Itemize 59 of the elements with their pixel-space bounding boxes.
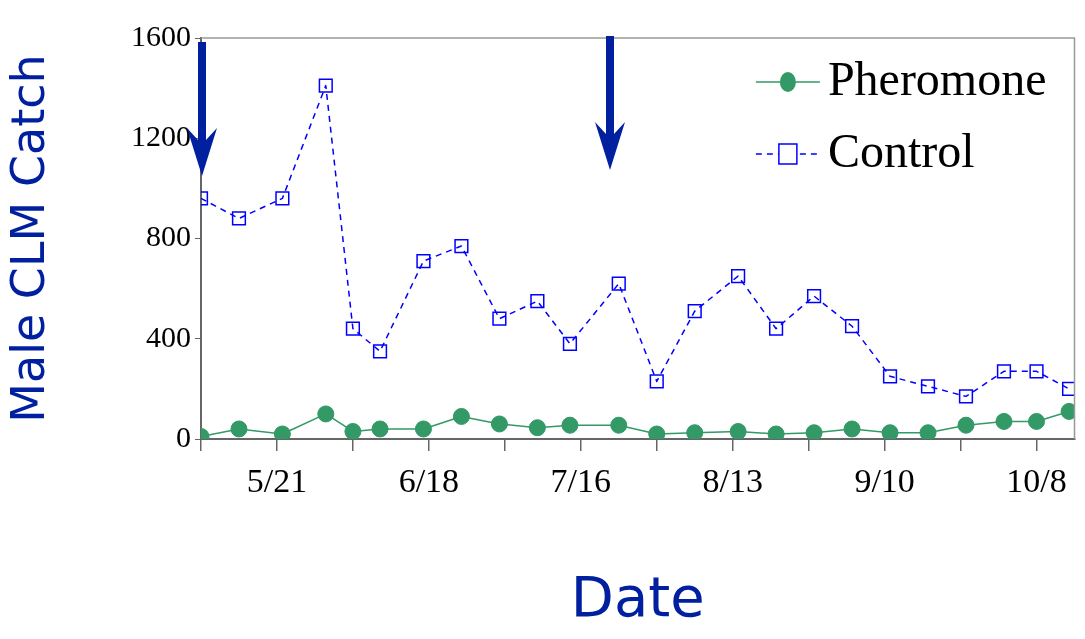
point <box>275 191 290 206</box>
y-tick-label: 1600 <box>131 18 191 52</box>
point <box>528 419 546 437</box>
y-tick-label: 400 <box>146 319 191 353</box>
point <box>611 276 626 291</box>
point <box>318 78 333 93</box>
x-tick-label: 6/18 <box>398 462 460 500</box>
y-tick-label: 1200 <box>131 119 191 153</box>
point <box>530 294 545 309</box>
point <box>881 424 899 439</box>
point <box>562 336 578 351</box>
point <box>231 211 247 226</box>
legend-label: Pheromone <box>827 51 1047 105</box>
point <box>345 321 361 336</box>
x-axis-title: Date <box>570 563 705 629</box>
point <box>648 425 666 439</box>
y-axis-title: Male CLM Catch <box>0 54 55 423</box>
point <box>731 268 746 284</box>
point <box>454 238 469 254</box>
point <box>230 420 248 438</box>
point <box>317 405 335 423</box>
point <box>806 289 822 304</box>
y-tick-label: 800 <box>146 219 191 253</box>
point <box>371 420 389 438</box>
point <box>492 311 507 326</box>
x-tick-label: 7/16 <box>550 462 612 500</box>
point <box>610 416 628 434</box>
legend-label: Control <box>827 123 975 177</box>
x-tick-label: 10/8 <box>1006 462 1067 500</box>
point <box>920 379 936 394</box>
point <box>996 364 1012 379</box>
point <box>958 389 974 404</box>
point <box>919 424 937 439</box>
point <box>452 407 470 425</box>
point <box>490 415 508 433</box>
x-tick-label: 5/21 <box>246 462 308 500</box>
point <box>686 424 704 439</box>
point <box>414 420 432 438</box>
point <box>344 422 362 439</box>
point <box>843 420 861 438</box>
point <box>805 424 823 439</box>
point <box>416 253 431 269</box>
point <box>1029 364 1044 379</box>
point <box>768 321 784 336</box>
point <box>649 374 664 389</box>
point <box>844 319 860 334</box>
point <box>995 412 1013 430</box>
point <box>372 344 388 359</box>
point <box>767 425 785 439</box>
point <box>1028 412 1046 430</box>
y-tick-label: 0 <box>176 419 191 453</box>
point <box>957 416 975 434</box>
x-tick-label: 8/13 <box>702 462 763 500</box>
point <box>729 422 747 439</box>
point <box>273 425 291 439</box>
point <box>561 416 579 434</box>
point <box>882 369 898 384</box>
point <box>687 304 702 319</box>
x-tick-label: 9/10 <box>854 462 915 500</box>
